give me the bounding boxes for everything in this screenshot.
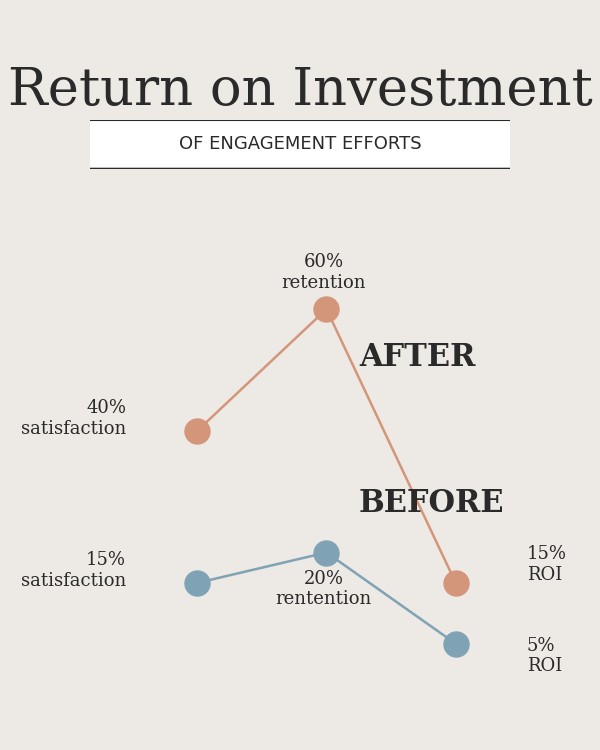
- Text: 5%
ROI: 5% ROI: [527, 637, 562, 675]
- Text: Return on Investment: Return on Investment: [8, 64, 592, 116]
- Text: 40%
satisfaction: 40% satisfaction: [21, 399, 126, 438]
- Point: [193, 577, 202, 589]
- Text: 15%
ROI: 15% ROI: [527, 545, 567, 584]
- Point: [193, 424, 202, 436]
- Text: BEFORE: BEFORE: [359, 488, 505, 519]
- Point: [451, 638, 461, 650]
- Text: 15%
satisfaction: 15% satisfaction: [21, 551, 126, 590]
- Text: 20%
rentention: 20% rentention: [276, 569, 372, 608]
- Point: [322, 303, 331, 315]
- Point: [451, 577, 461, 589]
- Text: AFTER: AFTER: [359, 342, 475, 374]
- Text: OF ENGAGEMENT EFFORTS: OF ENGAGEMENT EFFORTS: [179, 135, 421, 154]
- Point: [322, 547, 331, 559]
- FancyBboxPatch shape: [69, 120, 531, 169]
- Text: 60%
retention: 60% retention: [281, 254, 366, 292]
